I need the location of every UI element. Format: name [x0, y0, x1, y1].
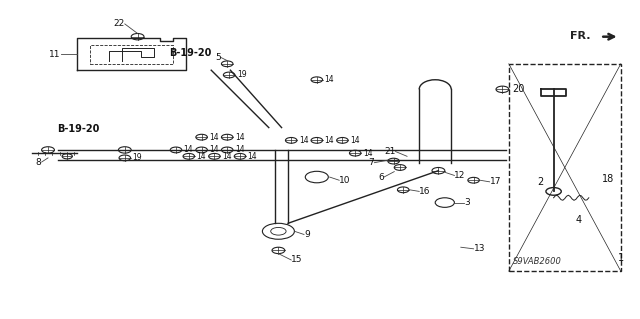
Text: 20: 20 — [512, 84, 524, 94]
Text: 14: 14 — [235, 133, 244, 142]
Text: 18: 18 — [602, 174, 614, 184]
Text: 6: 6 — [378, 173, 384, 182]
Text: 13: 13 — [474, 244, 485, 253]
Text: 14: 14 — [363, 149, 372, 158]
Text: FR.: FR. — [570, 31, 590, 41]
Text: 14: 14 — [248, 152, 257, 161]
Text: 14: 14 — [324, 75, 334, 84]
Text: 9: 9 — [304, 230, 310, 239]
Text: S9VAB2600: S9VAB2600 — [513, 257, 562, 266]
Text: B-19-20: B-19-20 — [58, 124, 100, 134]
Text: 14: 14 — [184, 145, 193, 154]
Text: 22: 22 — [113, 19, 125, 28]
Text: 19: 19 — [132, 153, 142, 162]
Text: 10: 10 — [339, 176, 351, 185]
Text: 16: 16 — [419, 187, 431, 196]
Text: 21: 21 — [384, 147, 396, 156]
Text: 4: 4 — [576, 215, 582, 225]
Text: B-19-20: B-19-20 — [170, 48, 212, 58]
Text: 19: 19 — [237, 70, 246, 79]
Text: 12: 12 — [454, 171, 466, 180]
Text: 7: 7 — [369, 158, 374, 167]
Text: 3: 3 — [464, 198, 470, 207]
Text: 11: 11 — [49, 50, 61, 59]
Text: 14: 14 — [350, 136, 360, 145]
Bar — [509, 64, 621, 271]
Text: 14: 14 — [324, 136, 334, 145]
Text: 15: 15 — [291, 256, 303, 264]
Text: 1: 1 — [618, 253, 624, 263]
Text: 14: 14 — [209, 133, 219, 142]
Text: 5: 5 — [215, 53, 221, 62]
Text: 2: 2 — [538, 177, 544, 187]
Text: 14: 14 — [299, 136, 308, 145]
Text: 14: 14 — [235, 145, 244, 154]
Text: 14: 14 — [222, 152, 232, 161]
Text: 14: 14 — [196, 152, 206, 161]
Text: 17: 17 — [490, 177, 501, 186]
Text: 8: 8 — [36, 158, 42, 167]
Text: 14: 14 — [209, 145, 219, 154]
